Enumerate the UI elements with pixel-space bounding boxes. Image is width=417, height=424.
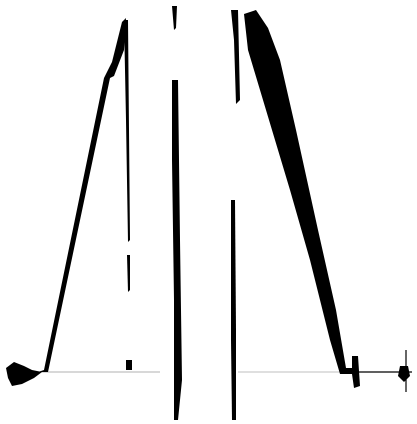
right-blob — [340, 356, 360, 388]
thin-vertical-stroke — [124, 20, 130, 242]
center-right-vertical — [231, 200, 236, 420]
center-left-top — [172, 6, 177, 30]
center-right-top — [231, 10, 240, 104]
center-left-vertical — [172, 80, 182, 420]
far-right-blob — [398, 366, 410, 382]
thin-vertical-fragment — [127, 255, 130, 292]
left-blob — [6, 362, 42, 386]
left-diagonal-stroke — [38, 18, 126, 372]
small-mark — [126, 360, 132, 370]
right-diagonal-stroke — [244, 10, 346, 374]
